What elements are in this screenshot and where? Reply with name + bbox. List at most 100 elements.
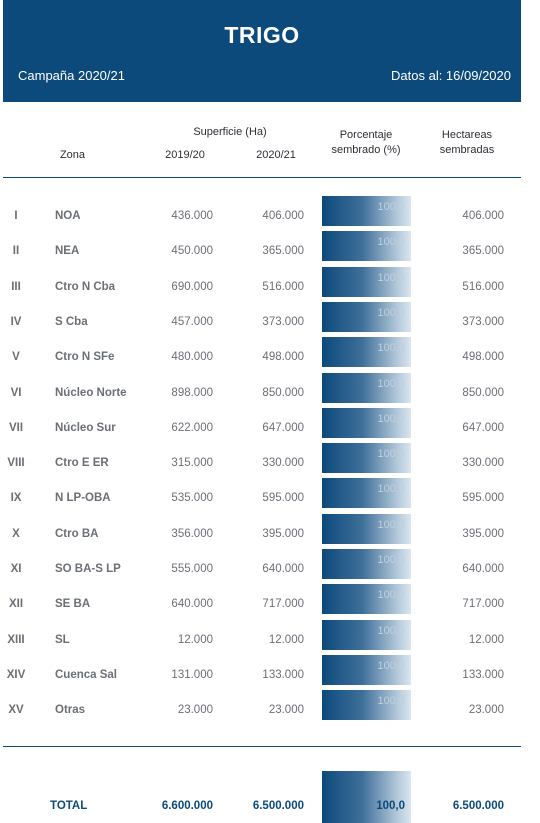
- total-2020: 6.500.000: [252, 800, 304, 812]
- percentage-bar: 100,0: [322, 372, 411, 403]
- zone-name: Ctro N Cba: [55, 280, 116, 293]
- hectares-sown: 133.000: [462, 668, 504, 681]
- table-row: 100,0 XII SE BA 640.000 717.000 717.000: [0, 584, 540, 619]
- header-hectareas-line1: Hectareas: [441, 129, 493, 141]
- zone-number: II: [12, 245, 20, 258]
- hectares-sown: 647.000: [462, 421, 504, 434]
- zone-name: Ctro BA: [55, 527, 99, 540]
- page-title: TRIGO: [224, 22, 300, 48]
- area-2020: 498.000: [262, 351, 304, 364]
- percentage-bar: 100,0: [322, 266, 411, 297]
- table-row: 100,0 X Ctro BA 356.000 395.000 395.000: [0, 513, 540, 549]
- zone-name: Ctro N SFe: [55, 351, 115, 364]
- table-row: 100,0 VIII Ctro E ER 315.000 330.000 330.000: [0, 443, 540, 478]
- zone-name: NEA: [55, 245, 80, 258]
- percentage-bar: 100,0: [322, 619, 411, 650]
- total-divider: [3, 746, 521, 747]
- percentage-bar: 100,0: [322, 196, 411, 226]
- header-hectareas: Hectareas sembradas: [422, 128, 512, 158]
- header-hectareas-line2: sembradas: [439, 144, 495, 156]
- area-2020: 516.000: [262, 280, 304, 293]
- total-row: TOTAL 6.600.000 6.500.000 100,0 6.500.00…: [0, 777, 540, 812]
- hectares-sown: 516.000: [462, 280, 504, 293]
- table-row: 100,0 XI SO BA-S LP 555.000 640.000 640.000: [0, 549, 540, 584]
- zone-number: XII: [8, 598, 24, 611]
- table-row: 100,0 V Ctro N SFe 480.000 498.000 498.000: [0, 337, 540, 372]
- percentage-value: 100,0: [377, 695, 405, 708]
- percentage-bar: 100,0: [322, 549, 411, 579]
- header-porcentaje-line1: Porcentaje: [339, 129, 393, 141]
- header-year-2020: 2020/21: [256, 149, 296, 161]
- total-percentage-bar: [322, 771, 411, 823]
- hectares-sown: 850.000: [462, 386, 504, 399]
- percentage-bar: 100,0: [322, 690, 411, 721]
- percentage-bar: 100,0: [322, 231, 411, 262]
- table-row: 100,0 I NOA 436.000 406.000 406.000: [0, 196, 540, 231]
- table-row: 100,0 III Ctro N Cba 690.000 516.000 516.000: [0, 266, 540, 302]
- table-row: 100,0 XIII SL 12.000 12.000 12.000: [0, 619, 540, 655]
- area-2020: 373.000: [262, 315, 304, 328]
- zone-name: Cuenca Sal: [55, 668, 117, 681]
- area-2020: 23.000: [268, 704, 304, 717]
- zone-number: XIV: [6, 668, 26, 681]
- hectares-sown: 365.000: [462, 245, 504, 258]
- total-sembradas: 6.500.000: [452, 800, 504, 812]
- table-row: 100,0 XIV Cuenca Sal 131.000 133.000 133.000: [0, 654, 540, 690]
- header-zona: Zona: [59, 149, 86, 161]
- percentage-value: 100,0: [377, 306, 405, 319]
- area-2020: 365.000: [262, 245, 304, 258]
- area-2019: 622.000: [171, 421, 213, 434]
- hectares-sown: 406.000: [462, 210, 504, 222]
- table-row: 100,0 VII Núcleo Sur 622.000 647.000 647.000: [0, 407, 540, 443]
- hectares-sown: 595.000: [462, 492, 504, 505]
- area-2019: 12.000: [177, 633, 213, 646]
- area-2019: 23.000: [177, 704, 213, 717]
- hectares-sown: 717.000: [462, 598, 504, 611]
- total-percentage: 100,0: [376, 800, 405, 812]
- table-row: 100,0 XV Otras 23.000 23.000 23.000: [0, 690, 540, 725]
- percentage-value: 100,0: [377, 236, 405, 249]
- zone-number: XIII: [7, 633, 25, 646]
- percentage-value: 100,0: [377, 483, 405, 496]
- hectares-sown: 23.000: [468, 704, 504, 717]
- percentage-value: 100,0: [377, 271, 405, 284]
- area-2020: 395.000: [262, 527, 304, 540]
- campaign-label: Campaña 2020/21: [18, 68, 125, 83]
- percentage-value: 100,0: [377, 518, 405, 531]
- zone-number: XI: [10, 563, 22, 575]
- percentage-bar: 100,0: [322, 443, 411, 474]
- area-2019: 356.000: [171, 527, 213, 540]
- percentage-bar: 100,0: [322, 301, 411, 332]
- header-porcentaje: Porcentaje sembrado (%): [316, 128, 416, 158]
- header-superficie: Superficie (Ha): [193, 126, 267, 138]
- percentage-bar: 100,0: [322, 654, 411, 685]
- percentage-value: 100,0: [377, 412, 405, 425]
- table-row: 100,0 IX N LP-OBA 535.000 595.000 595.000: [0, 478, 540, 513]
- area-2020: 406.000: [262, 210, 304, 222]
- percentage-value: 100,0: [377, 589, 405, 602]
- zone-name: N LP-OBA: [55, 492, 111, 505]
- zone-name: Otras: [55, 704, 86, 717]
- area-2020: 717.000: [262, 598, 304, 611]
- area-2019: 480.000: [171, 351, 213, 364]
- percentage-value: 100,0: [377, 554, 405, 566]
- zone-name: SO BA-S LP: [55, 563, 121, 575]
- percentage-value: 100,0: [377, 659, 405, 672]
- zone-number: IV: [10, 315, 22, 328]
- area-2019: 535.000: [171, 492, 213, 505]
- hectares-sown: 330.000: [462, 457, 504, 470]
- area-2019: 457.000: [171, 315, 213, 328]
- percentage-bar: 100,0: [322, 513, 411, 544]
- area-2020: 330.000: [262, 457, 304, 470]
- area-2019: 555.000: [171, 563, 213, 575]
- percentage-bar: 100,0: [322, 478, 411, 509]
- area-2020: 640.000: [262, 563, 304, 575]
- area-2019: 898.000: [171, 386, 213, 399]
- zone-name: NOA: [55, 210, 81, 222]
- area-2019: 640.000: [171, 598, 213, 611]
- header-year-2019: 2019/20: [165, 149, 205, 161]
- percentage-value: 100,0: [377, 448, 405, 461]
- area-2019: 131.000: [171, 668, 213, 681]
- total-label: TOTAL: [50, 800, 88, 812]
- title-banner: TRIGO Campaña 2020/21 Datos al: 16/09/20…: [3, 0, 521, 102]
